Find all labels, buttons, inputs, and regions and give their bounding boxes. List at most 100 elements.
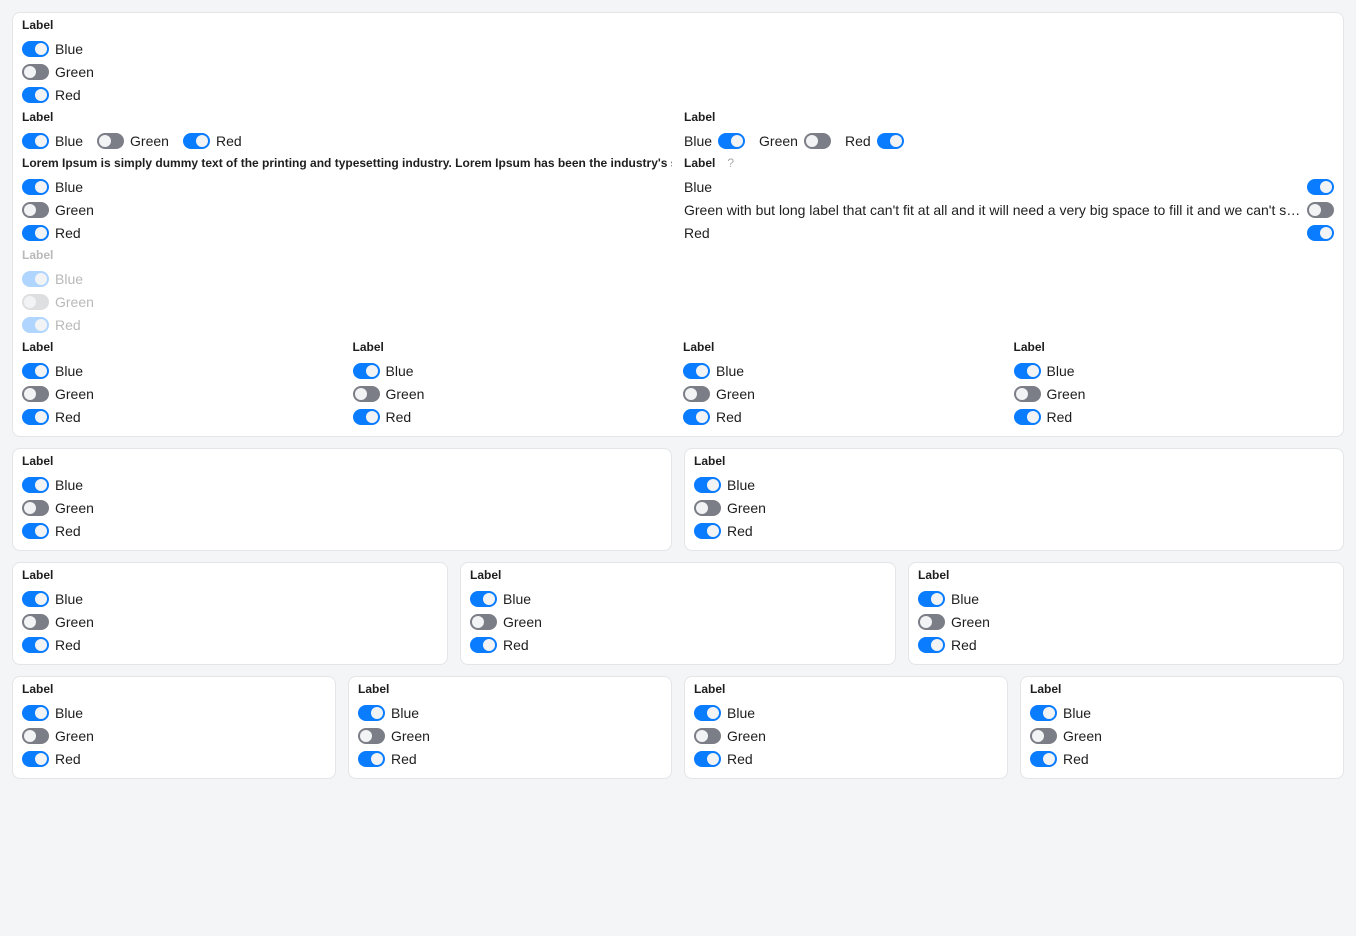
toggle-switch[interactable]	[22, 750, 49, 767]
toggle-item[interactable]: Green	[470, 610, 886, 633]
toggle-switch[interactable]	[470, 590, 497, 607]
toggle-item[interactable]: Red	[358, 747, 662, 770]
toggle-item[interactable]: Green	[22, 198, 672, 221]
toggle-item[interactable]: Blue	[1013, 359, 1335, 382]
toggle-item[interactable]: Red	[1013, 405, 1335, 428]
toggle-switch[interactable]	[918, 636, 945, 653]
toggle-item[interactable]: Red	[22, 519, 662, 542]
toggle-item[interactable]: Red	[22, 405, 343, 428]
toggle-item[interactable]: Blue	[22, 359, 343, 382]
toggle-item[interactable]: Blue	[694, 701, 998, 724]
toggle-item[interactable]: Green	[694, 496, 1334, 519]
toggle-item[interactable]: Blue	[22, 129, 83, 152]
toggle-switch[interactable]	[22, 636, 49, 653]
toggle-item[interactable]: Red	[683, 405, 1004, 428]
toggle-switch[interactable]	[22, 499, 49, 516]
toggle-switch[interactable]	[1307, 201, 1334, 218]
toggle-switch[interactable]	[918, 590, 945, 607]
toggle-item[interactable]: Red	[694, 747, 998, 770]
toggle-switch[interactable]	[182, 132, 210, 149]
toggle-switch[interactable]	[918, 613, 945, 630]
toggle-switch[interactable]	[876, 132, 904, 149]
toggle-switch[interactable]	[1030, 704, 1057, 721]
toggle-switch[interactable]	[22, 590, 49, 607]
toggle-item[interactable]: Blue	[918, 587, 1334, 610]
toggle-item[interactable]: Red	[918, 633, 1334, 656]
toggle-item[interactable]: Blue	[683, 359, 1004, 382]
toggle-switch[interactable]	[694, 476, 721, 493]
toggle-switch[interactable]	[718, 132, 746, 149]
toggle-item[interactable]: Green	[683, 382, 1004, 405]
toggle-switch[interactable]	[22, 385, 49, 402]
toggle-item[interactable]: Red	[694, 519, 1334, 542]
toggle-switch[interactable]	[470, 613, 497, 630]
toggle-switch[interactable]	[352, 385, 380, 402]
toggle-item[interactable]: Blue	[22, 267, 1334, 290]
toggle-item[interactable]: Blue	[22, 473, 662, 496]
help-icon[interactable]: ?	[727, 156, 735, 170]
toggle-switch[interactable]	[803, 132, 831, 149]
toggle-item[interactable]: Green	[1030, 724, 1334, 747]
toggle-switch[interactable]	[22, 86, 49, 103]
toggle-switch[interactable]	[358, 727, 385, 744]
toggle-item[interactable]: Blue	[22, 37, 1334, 60]
toggle-item[interactable]: Green	[97, 129, 169, 152]
toggle-switch[interactable]	[694, 704, 721, 721]
toggle-switch[interactable]	[22, 201, 49, 218]
toggle-item[interactable]: Blue	[694, 473, 1334, 496]
toggle-item[interactable]: Red	[22, 313, 1334, 336]
toggle-switch[interactable]	[683, 408, 710, 425]
toggle-item[interactable]: Red	[22, 83, 1334, 106]
toggle-switch[interactable]	[97, 132, 125, 149]
toggle-switch[interactable]	[1030, 727, 1057, 744]
toggle-item[interactable]: Blue	[22, 587, 438, 610]
toggle-switch[interactable]	[22, 613, 49, 630]
toggle-switch[interactable]	[694, 499, 721, 516]
toggle-switch[interactable]	[22, 727, 49, 744]
toggle-switch[interactable]	[22, 132, 49, 149]
toggle-item[interactable]: Blue	[1030, 701, 1334, 724]
toggle-item[interactable]: Green with but long label that can't fit…	[684, 198, 1334, 221]
toggle-switch[interactable]	[22, 362, 49, 379]
toggle-item[interactable]: Blue	[358, 701, 662, 724]
toggle-switch[interactable]	[22, 522, 49, 539]
toggle-item[interactable]: Red	[684, 221, 1334, 244]
toggle-switch[interactable]	[22, 704, 49, 721]
toggle-item[interactable]: Green	[1013, 382, 1335, 405]
toggle-switch[interactable]	[22, 270, 49, 287]
toggle-item[interactable]: Red	[22, 633, 438, 656]
toggle-item[interactable]: Blue	[352, 359, 674, 382]
toggle-item[interactable]: Green	[759, 129, 831, 152]
toggle-switch[interactable]	[22, 316, 49, 333]
toggle-switch[interactable]	[694, 727, 721, 744]
toggle-switch[interactable]	[1013, 408, 1041, 425]
toggle-item[interactable]: Green	[352, 382, 674, 405]
toggle-switch[interactable]	[470, 636, 497, 653]
toggle-switch[interactable]	[694, 750, 721, 767]
toggle-item[interactable]: Green	[358, 724, 662, 747]
toggle-item[interactable]: Red	[22, 221, 672, 244]
toggle-item[interactable]: Red	[1030, 747, 1334, 770]
toggle-item[interactable]: Green	[22, 496, 662, 519]
toggle-switch[interactable]	[1307, 178, 1334, 195]
toggle-switch[interactable]	[1013, 362, 1041, 379]
toggle-switch[interactable]	[22, 293, 49, 310]
toggle-switch[interactable]	[22, 476, 49, 493]
toggle-item[interactable]: Blue	[22, 701, 326, 724]
toggle-item[interactable]: Red	[845, 129, 904, 152]
toggle-item[interactable]: Blue	[684, 175, 1334, 198]
toggle-switch[interactable]	[1307, 224, 1334, 241]
toggle-item[interactable]: Green	[918, 610, 1334, 633]
toggle-switch[interactable]	[352, 408, 380, 425]
toggle-switch[interactable]	[22, 224, 49, 241]
toggle-item[interactable]: Red	[182, 129, 242, 152]
toggle-item[interactable]: Blue	[470, 587, 886, 610]
toggle-item[interactable]: Red	[352, 405, 674, 428]
toggle-switch[interactable]	[683, 385, 710, 402]
toggle-switch[interactable]	[358, 750, 385, 767]
toggle-item[interactable]: Green	[22, 290, 1334, 313]
toggle-switch[interactable]	[358, 704, 385, 721]
toggle-switch[interactable]	[1013, 385, 1041, 402]
toggle-switch[interactable]	[22, 178, 49, 195]
toggle-item[interactable]: Green	[22, 382, 343, 405]
